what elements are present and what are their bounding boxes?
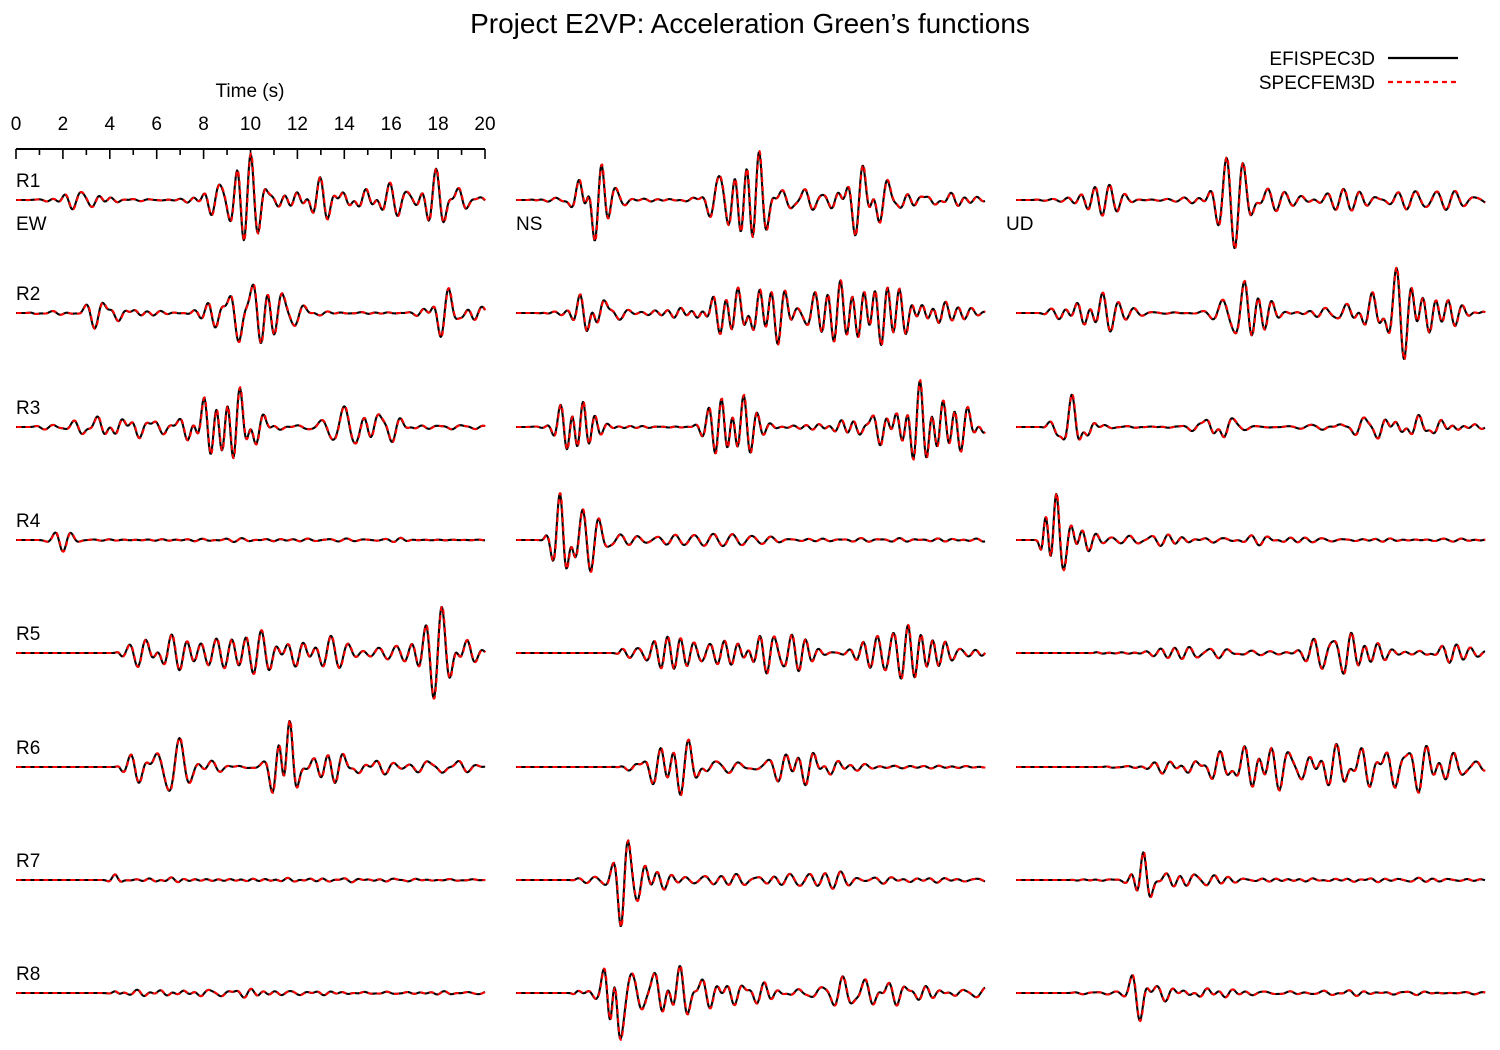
trace-panel — [15, 531, 486, 553]
panels: R1 R2 R3 R4 R5 R6 R7 R8 EW NS UD — [15, 150, 1486, 1041]
trace-panel — [515, 964, 986, 1041]
receiver-label: R1 — [16, 171, 40, 192]
trace-specfem3d — [516, 150, 986, 243]
trace-efispec3d — [515, 965, 986, 1041]
receiver-label: R6 — [16, 738, 40, 759]
trace-specfem3d — [16, 873, 486, 884]
time-tick-label: 14 — [334, 114, 356, 135]
time-tick-label: 20 — [474, 114, 495, 135]
time-tick-label: 0 — [11, 114, 22, 135]
receiver-label: R5 — [16, 624, 40, 645]
trace-specfem3d — [16, 152, 487, 242]
trace-panel — [15, 605, 487, 700]
time-tick-label: 16 — [381, 114, 402, 135]
receiver-label: R4 — [16, 511, 41, 532]
time-axis: Time (s) 0 2 4 6 8 10 12 14 16 18 20 — [11, 81, 496, 159]
trace-panel — [15, 873, 486, 884]
trace-specfem3d — [16, 987, 486, 999]
time-tick-label: 2 — [58, 114, 69, 135]
time-tick-label: 4 — [105, 114, 116, 135]
trace-specfem3d — [1016, 393, 1486, 441]
trace-panel — [515, 623, 987, 681]
trace-panel — [1015, 393, 1486, 441]
trace-panel — [515, 738, 986, 797]
trace-efispec3d — [515, 279, 986, 347]
component-label: UD — [1006, 214, 1033, 235]
trace-panel — [15, 152, 487, 242]
trace-efispec3d — [1015, 631, 1486, 675]
trace-panel — [515, 150, 986, 243]
trace-panel — [515, 839, 986, 928]
trace-specfem3d — [16, 283, 487, 345]
trace-panel — [1015, 742, 1486, 794]
time-tick-label: 12 — [287, 114, 308, 135]
receiver-label: R8 — [16, 964, 40, 985]
trace-specfem3d — [16, 531, 486, 553]
legend-label-efispec3d: EFISPEC3D — [1269, 49, 1375, 70]
chart-title: Project E2VP: Acceleration Green’s funct… — [470, 8, 1030, 39]
trace-efispec3d — [15, 605, 486, 699]
legend: EFISPEC3D SPECFEM3D — [1259, 49, 1458, 94]
legend-label-specfem3d: SPECFEM3D — [1259, 73, 1375, 94]
trace-efispec3d — [1015, 393, 1486, 441]
trace-panel — [15, 386, 486, 460]
trace-panel — [15, 283, 487, 345]
trace-panel — [1015, 155, 1486, 250]
trace-efispec3d — [15, 719, 486, 794]
receiver-label: R2 — [16, 284, 40, 305]
time-tick-label: 10 — [240, 114, 261, 135]
time-tick-label: 6 — [151, 114, 162, 135]
receiver-label: R7 — [16, 851, 40, 872]
trace-efispec3d — [15, 531, 486, 553]
trace-efispec3d — [1015, 974, 1486, 1022]
component-label: NS — [516, 214, 542, 235]
trace-specfem3d — [516, 964, 986, 1041]
trace-panel — [515, 279, 986, 347]
trace-specfem3d — [516, 279, 986, 347]
trace-specfem3d — [516, 839, 986, 928]
trace-efispec3d — [1015, 742, 1486, 794]
trace-panel — [1015, 631, 1486, 676]
trace-specfem3d — [16, 386, 486, 460]
trace-panel — [1015, 850, 1486, 899]
trace-efispec3d — [1015, 266, 1486, 361]
trace-panel — [1015, 974, 1486, 1023]
x-axis-label: Time (s) — [216, 81, 285, 102]
trace-specfem3d — [1016, 266, 1486, 361]
trace-panel — [1015, 492, 1486, 572]
trace-efispec3d — [515, 492, 986, 573]
trace-panel — [15, 719, 486, 794]
trace-efispec3d — [1015, 492, 1486, 571]
trace-specfem3d — [516, 379, 987, 461]
trace-panel — [15, 987, 486, 999]
time-tick-label: 18 — [428, 114, 449, 135]
trace-specfem3d — [516, 738, 986, 797]
trace-specfem3d — [16, 719, 486, 794]
trace-specfem3d — [1016, 492, 1486, 572]
receiver-label: R3 — [16, 398, 40, 419]
trace-specfem3d — [1016, 974, 1486, 1023]
trace-efispec3d — [1015, 851, 1486, 898]
trace-specfem3d — [1016, 850, 1486, 899]
trace-specfem3d — [1016, 742, 1486, 794]
trace-specfem3d — [1016, 155, 1486, 250]
time-tick-label: 8 — [198, 114, 209, 135]
component-label: EW — [16, 214, 47, 235]
trace-panel — [515, 492, 986, 573]
trace-panel — [515, 379, 987, 461]
trace-efispec3d — [15, 386, 486, 459]
trace-panel — [1015, 266, 1486, 361]
